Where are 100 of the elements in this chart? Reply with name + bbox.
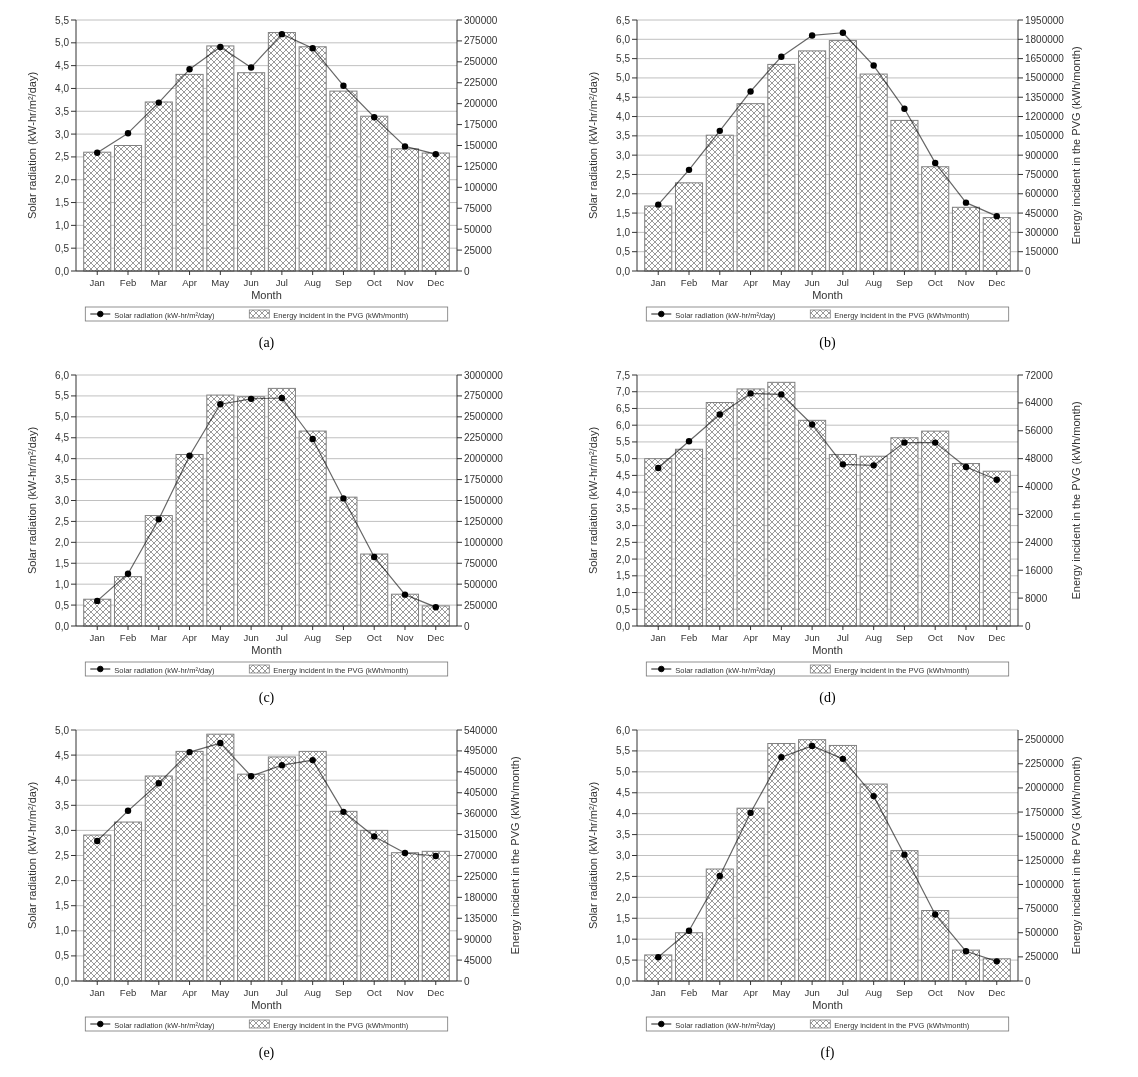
y-axis-title: Solar radiation (kW-hr/m²/day)	[26, 781, 38, 930]
x-tick-label: Nov	[396, 277, 414, 288]
x-tick-label: Feb	[680, 277, 698, 288]
y2-tick-label: 1750000	[1025, 806, 1065, 818]
x-tick-label: Jun	[243, 987, 259, 998]
y2-tick-label: 150000	[464, 140, 498, 151]
y2-tick-label: 270000	[464, 850, 498, 861]
y2-tick-label: 0	[464, 265, 470, 277]
point	[186, 452, 193, 459]
bar	[206, 733, 235, 982]
point	[839, 461, 847, 468]
point	[808, 32, 816, 39]
point	[432, 603, 439, 611]
y-tick-label: 4,5	[616, 469, 631, 481]
y-tick-label: 0,0	[55, 975, 70, 987]
bar	[674, 448, 704, 627]
point	[901, 851, 908, 858]
y2-tick-label: 900000	[1025, 149, 1059, 161]
y-tick-label: 5,0	[55, 37, 70, 49]
x-tick-label: Sep	[334, 987, 352, 998]
bar	[921, 430, 950, 627]
x-tick-label: Nov	[396, 987, 414, 998]
point	[685, 927, 693, 934]
y2-tick-label: 135000	[464, 912, 498, 924]
bar	[144, 515, 173, 627]
bar	[421, 850, 450, 982]
y2-tick-label: 75000	[464, 202, 493, 214]
y-tick-label: 1,0	[616, 587, 631, 599]
y2-axis-title: Energy incident in the PVG (kWh/month)	[1070, 46, 1082, 245]
point	[993, 958, 1000, 965]
bar	[360, 553, 389, 627]
y2-tick-label: 0	[1025, 620, 1031, 632]
x-tick-label: Mar	[711, 987, 728, 998]
bar	[982, 470, 1011, 627]
point	[155, 516, 162, 523]
x-axis-title: Month	[251, 289, 282, 301]
y2-tick-label: 2500000	[1025, 734, 1065, 746]
bar	[298, 430, 327, 627]
y2-tick-label: 1250000	[1025, 854, 1065, 866]
x-tick-label: Dec	[427, 987, 445, 998]
bar	[644, 205, 673, 272]
point	[870, 792, 877, 800]
y2-tick-label: 175000	[464, 119, 498, 131]
bar	[859, 455, 888, 627]
bar	[736, 103, 765, 272]
bar	[83, 834, 112, 982]
x-tick-label: Jul	[836, 632, 849, 643]
bar	[705, 134, 734, 272]
bar	[828, 40, 857, 272]
bar	[736, 388, 765, 627]
x-tick-label: Jan	[89, 277, 105, 288]
x-tick-label: Dec	[427, 277, 445, 288]
x-tick-label: Dec	[988, 277, 1006, 288]
y-tick-label: 1,5	[55, 557, 70, 569]
y2-tick-label: 2750000	[464, 390, 504, 402]
x-tick-label: Mar	[150, 277, 167, 288]
x-tick-label: Jan	[650, 987, 666, 998]
point	[94, 597, 101, 605]
x-axis-title: Month	[812, 289, 843, 301]
y-tick-label: 2,0	[616, 553, 631, 565]
bar	[298, 46, 327, 272]
x-tick-label: Apr	[743, 277, 758, 288]
y-tick-label: 2,5	[616, 536, 631, 548]
y2-tick-label: 250000	[464, 599, 498, 611]
point	[217, 739, 224, 747]
y2-tick-label: 32000	[1025, 508, 1054, 520]
y-tick-label: 2,5	[616, 870, 631, 882]
y-tick-label: 5,0	[616, 453, 631, 465]
x-tick-label: Jul	[275, 632, 288, 643]
point	[716, 872, 723, 880]
text: (a)	[258, 335, 275, 351]
x-tick-label: May	[772, 277, 791, 288]
y-tick-label: 0,0	[616, 620, 631, 632]
y2-tick-label: 1500000	[464, 495, 504, 506]
y-tick-label: 4,0	[616, 111, 631, 123]
point	[808, 421, 816, 428]
y2-tick-label: 8000	[1025, 592, 1048, 604]
y2-tick-label: 450000	[1025, 207, 1059, 219]
y-tick-label: 1,5	[55, 900, 70, 912]
point	[340, 82, 347, 89]
y-tick-label: 3,5	[616, 829, 631, 841]
x-tick-label: Dec	[427, 632, 445, 643]
point	[778, 53, 785, 60]
y2-tick-label: 500000	[1025, 927, 1059, 939]
x-tick-label: Oct	[927, 632, 943, 643]
y-tick-label: 3,0	[616, 149, 631, 161]
y2-tick-label: 45000	[464, 954, 493, 966]
bar	[859, 783, 888, 982]
y-tick-label: 4,5	[55, 749, 70, 761]
bar	[360, 829, 389, 982]
bar	[113, 821, 143, 982]
text: (f)	[820, 1045, 835, 1061]
y-tick-label: 4,5	[55, 60, 70, 72]
point	[870, 462, 877, 469]
y-tick-label: 1,0	[616, 933, 631, 945]
y-tick-label: 1,5	[616, 570, 631, 582]
bar	[175, 750, 204, 982]
x-tick-label: Jul	[836, 987, 849, 998]
x-tick-label: Mar	[711, 277, 728, 288]
y2-tick-label: 600000	[1025, 188, 1059, 200]
